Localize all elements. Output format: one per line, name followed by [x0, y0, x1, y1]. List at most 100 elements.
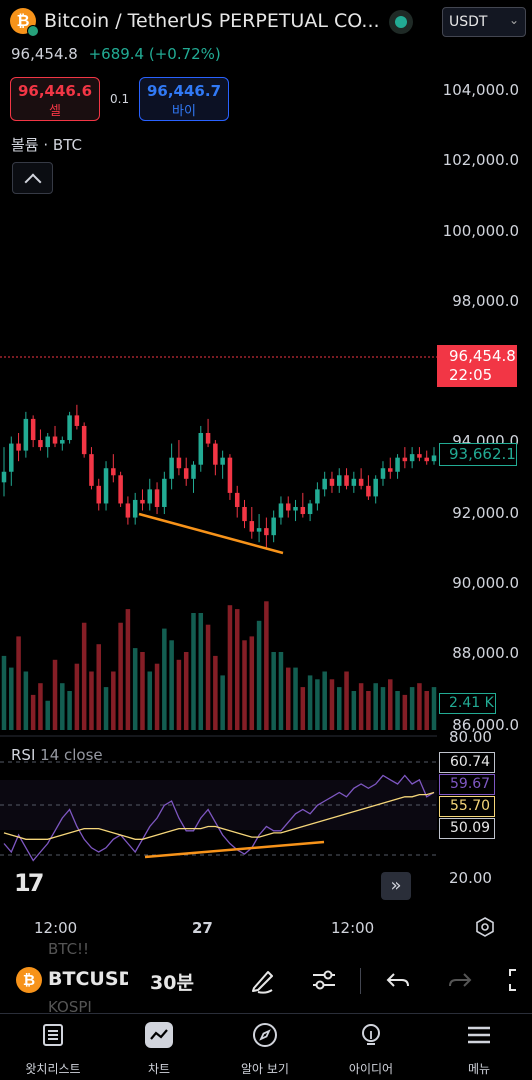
price-row: 96,454.8 +689.4 (+0.72%): [11, 45, 221, 63]
bitcoin-logo-icon: ₿: [10, 8, 39, 37]
rsi-divergence-line[interactable]: [144, 840, 325, 859]
volume-bar: [351, 691, 357, 730]
candle-body: [45, 436, 50, 448]
candle-body: [183, 468, 189, 479]
scroll-to-realtime-button[interactable]: »: [381, 872, 411, 900]
currency-select[interactable]: USDT ⌄: [442, 7, 526, 37]
candle-body: [213, 443, 218, 465]
candle-body: [111, 468, 116, 476]
volume-bar: [103, 687, 109, 730]
volume-bar: [89, 671, 94, 730]
nav-explore[interactable]: 알아 보기: [212, 1014, 318, 1080]
candle-body: [125, 503, 131, 518]
symbol-header: ₿ Bitcoin / TetherUS PERPETUAL CO... USD…: [0, 0, 532, 130]
candle-body: [67, 415, 72, 441]
volume-bars: [1, 601, 437, 730]
volume-bar: [23, 671, 29, 730]
candle-body: [336, 475, 342, 486]
compass-icon: [253, 1023, 277, 1047]
candle-body: [366, 485, 371, 497]
candle-body: [1, 471, 7, 483]
tradingview-logo-icon[interactable]: 17: [14, 869, 44, 897]
chevron-down-icon: ⌄: [508, 13, 519, 27]
volume-bar: [264, 601, 269, 730]
price-change: +689.4 (+0.72%): [88, 45, 221, 63]
volume-bar: [278, 652, 284, 730]
time-tick: 27: [192, 919, 213, 937]
volume-bar: [234, 609, 240, 730]
volume-bar: [169, 640, 174, 730]
watchlist-icon: [43, 1024, 63, 1046]
rsi-ma-line: [3, 791, 435, 840]
rsi-tick: 20.00: [449, 869, 492, 887]
redo-icon[interactable]: [444, 964, 476, 996]
last-price: 96,454.8: [11, 45, 78, 63]
price-tick: 98,000.0: [452, 292, 519, 310]
buy-button[interactable]: 96,446.7 바이: [139, 77, 229, 121]
symbol-title: Bitcoin / TetherUS PERPETUAL CO...: [44, 10, 380, 32]
volume-bar: [67, 691, 72, 730]
symbol-search-button[interactable]: BTCUSDT: [48, 968, 128, 990]
nav-label: 차트: [147, 1062, 171, 1076]
collapse-legend-button[interactable]: [12, 162, 53, 194]
interval-button[interactable]: 30분: [150, 972, 194, 994]
candle-body: [373, 478, 378, 497]
settings-icon[interactable]: [475, 917, 495, 937]
volume-bar: [380, 687, 386, 730]
candle-body: [118, 475, 123, 504]
volume-bar: [307, 675, 313, 730]
candle-body: [285, 503, 291, 511]
bottom-navigation: 왓치리스트 차트 알아 보기 아이디어 메뉴: [0, 1013, 532, 1080]
undo-icon[interactable]: [382, 964, 414, 996]
candle-body: [395, 457, 400, 472]
tether-badge-icon: [27, 25, 39, 37]
title-row[interactable]: ₿ Bitcoin / TetherUS PERPETUAL CO...: [10, 8, 380, 37]
candle-body: [169, 457, 174, 479]
volume-bar: [242, 640, 247, 730]
chart-toolbar: ₿ BTCUSDT 30분: [0, 952, 532, 1012]
price-divergence-line[interactable]: [138, 512, 284, 555]
candle-body: [388, 468, 393, 472]
volume-bar: [417, 683, 422, 730]
volume-bar: [256, 620, 262, 730]
volume-bar: [424, 691, 429, 730]
fullscreen-icon[interactable]: [506, 964, 532, 996]
candle-body: [220, 457, 225, 465]
indicators-icon[interactable]: [308, 964, 340, 996]
candle-body: [417, 454, 422, 458]
nav-chart[interactable]: 차트: [106, 1014, 212, 1080]
candle-body: [16, 443, 21, 451]
nav-watchlist[interactable]: 왓치리스트: [0, 1014, 106, 1080]
symbol-logo-icon[interactable]: ₿: [16, 967, 42, 993]
volume-bar: [213, 655, 218, 730]
volume-bar: [205, 624, 211, 730]
volume-bar: [38, 683, 43, 730]
rsi-name: RSI: [11, 746, 36, 764]
nav-ideas[interactable]: 아이디어: [318, 1014, 424, 1080]
candle-body: [198, 432, 204, 465]
current-price-tag: 96,454.8 22:05: [437, 345, 517, 387]
candle-body: [176, 457, 182, 469]
price-tick: 88,000.0: [452, 644, 519, 662]
candle-body: [402, 457, 408, 462]
volume-bar: [96, 644, 102, 730]
rsi-tick: 80.00: [449, 728, 492, 746]
price-tick: 86,000.0: [452, 716, 519, 734]
nav-menu[interactable]: 메뉴: [426, 1014, 532, 1080]
candle-body: [424, 457, 429, 462]
drawing-pen-icon[interactable]: [246, 964, 278, 996]
volume-tag: 2.41 K: [439, 693, 496, 714]
market-status-icon[interactable]: [389, 10, 413, 34]
menu-icon: [468, 1026, 490, 1044]
volume-legend[interactable]: 볼륨 · BTC: [11, 136, 82, 154]
volume-bar: [388, 679, 393, 730]
nav-label: 알아 보기: [241, 1062, 289, 1076]
volume-bar: [52, 659, 58, 730]
candles: [1, 404, 437, 550]
candle-body: [344, 475, 349, 486]
candle-body: [132, 499, 138, 518]
volume-bar: [395, 691, 400, 730]
sell-button[interactable]: 96,446.6 셀: [10, 77, 100, 121]
rsi-legend[interactable]: RSI 14 close: [11, 746, 103, 764]
